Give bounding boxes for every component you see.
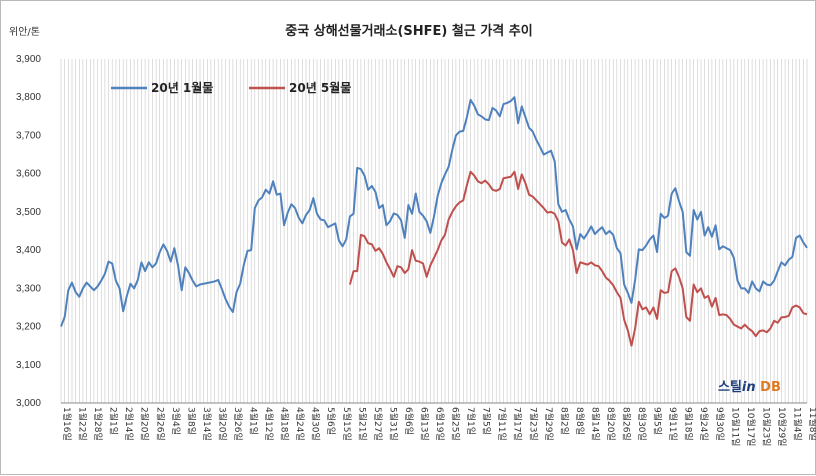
- legend: 20년 1월물 20년 5월물: [111, 80, 351, 95]
- x-tick-label: 1월22일: [77, 407, 89, 441]
- y-axis-unit-label: 위안/톤: [9, 25, 40, 38]
- x-tick-label: 7월23일: [527, 407, 539, 441]
- legend-label-may: 20년 5월물: [289, 80, 351, 95]
- logo-part3: DB: [756, 380, 781, 395]
- x-tick-label: 7월17일: [512, 407, 524, 441]
- x-tick-label: 7월29일: [543, 407, 555, 441]
- x-tick-label: 6월13일: [419, 407, 431, 441]
- series-lines: [60, 96, 808, 347]
- svg-text:스틸in DB: 스틸in DB: [718, 380, 781, 395]
- x-tick-label: 2월14일: [123, 407, 135, 441]
- vertical-gridlines: [60, 59, 808, 403]
- x-tick-label: 10월29일: [776, 407, 788, 446]
- x-tick-label: 4월18일: [279, 407, 291, 441]
- y-tick-label: 3,600: [16, 169, 41, 180]
- x-tick-label: 4월12일: [263, 407, 275, 441]
- x-tick-label: 8월8일: [574, 407, 586, 435]
- y-tick-label: 3,900: [16, 54, 41, 65]
- y-tick-label: 3,000: [16, 398, 41, 409]
- x-tick-label: 3월4일: [170, 407, 182, 435]
- x-tick-label: 11월4일: [792, 407, 804, 441]
- x-tick-label: 3월20일: [216, 407, 228, 441]
- series-line-may: [348, 170, 808, 347]
- x-tick-label: 5월21일: [356, 407, 368, 441]
- x-tick-label: 9월18일: [683, 407, 695, 441]
- x-tick-label: 10월23일: [760, 407, 772, 446]
- x-tick-label: 8월2일: [558, 407, 570, 435]
- x-tick-label: 2월1일: [108, 407, 120, 435]
- x-tick-label: 6월25일: [450, 407, 462, 441]
- x-tick-label: 4월24일: [294, 407, 306, 441]
- x-tick-label: 2월20일: [139, 407, 151, 441]
- x-tick-label: 1월16일: [61, 407, 73, 441]
- x-tick-label: 5월15일: [341, 407, 353, 441]
- x-tick-label: 6월6일: [403, 407, 415, 435]
- x-axis: 1월16일 1월22일 1월28일 2월1일 2월14일 2월20일 2월26일 3월4일 3월…: [61, 407, 816, 446]
- x-tick-label: 4월30일: [310, 407, 322, 441]
- x-tick-label: 8월26일: [621, 407, 633, 441]
- logo-part2: in: [742, 380, 756, 395]
- x-tick-label: 8월20일: [605, 407, 617, 441]
- x-tick-label: 9월11일: [667, 407, 679, 441]
- x-tick-label: 3월8일: [185, 407, 197, 435]
- x-tick-label: 4월1일: [248, 407, 260, 435]
- y-tick-label: 3,500: [16, 207, 41, 218]
- x-tick-label: 8월14일: [589, 407, 601, 441]
- x-tick-label: 7월11일: [496, 407, 508, 441]
- steelindb-logo: 스틸in DB: [718, 380, 781, 395]
- x-tick-label: 6월19일: [434, 407, 446, 441]
- x-tick-label: 5월27일: [372, 407, 384, 441]
- x-tick-label: 3월14일: [201, 407, 213, 441]
- x-tick-label: 11월8일: [807, 407, 816, 441]
- chart-title: 중국 상해선물거래소(SHFE) 철근 가격 추이: [285, 23, 532, 39]
- x-tick-label: 9월5일: [652, 407, 664, 435]
- x-tick-label: 8월30일: [636, 407, 648, 441]
- x-tick-label: 5월31일: [387, 407, 399, 441]
- x-tick-label: 9월24일: [698, 407, 710, 441]
- series-line-jan: [60, 96, 808, 327]
- x-tick-label: 7월5일: [481, 407, 493, 435]
- x-tick-label: 5월6일: [325, 407, 337, 435]
- x-tick-label: 3월26일: [232, 407, 244, 441]
- y-tick-label: 3,100: [16, 360, 41, 371]
- x-tick-label: 10월11일: [729, 407, 741, 446]
- y-tick-label: 3,200: [16, 322, 41, 333]
- x-tick-label: 7월1일: [465, 407, 477, 435]
- y-tick-label: 3,800: [16, 92, 41, 103]
- x-tick-label: 2월26일: [154, 407, 166, 441]
- y-axis: 3,000 3,100 3,200 3,300 3,400 3,500 3,600 3,700…: [16, 54, 807, 409]
- y-tick-label: 3,300: [16, 283, 41, 294]
- x-tick-label: 9월30일: [714, 407, 726, 441]
- x-tick-label: 10월17일: [745, 407, 757, 446]
- legend-label-jan: 20년 1월물: [151, 80, 213, 95]
- y-tick-label: 3,700: [16, 130, 41, 141]
- logo-part1: 스틸: [718, 380, 742, 395]
- y-tick-label: 3,400: [16, 245, 41, 256]
- x-tick-label: 1월28일: [92, 407, 104, 441]
